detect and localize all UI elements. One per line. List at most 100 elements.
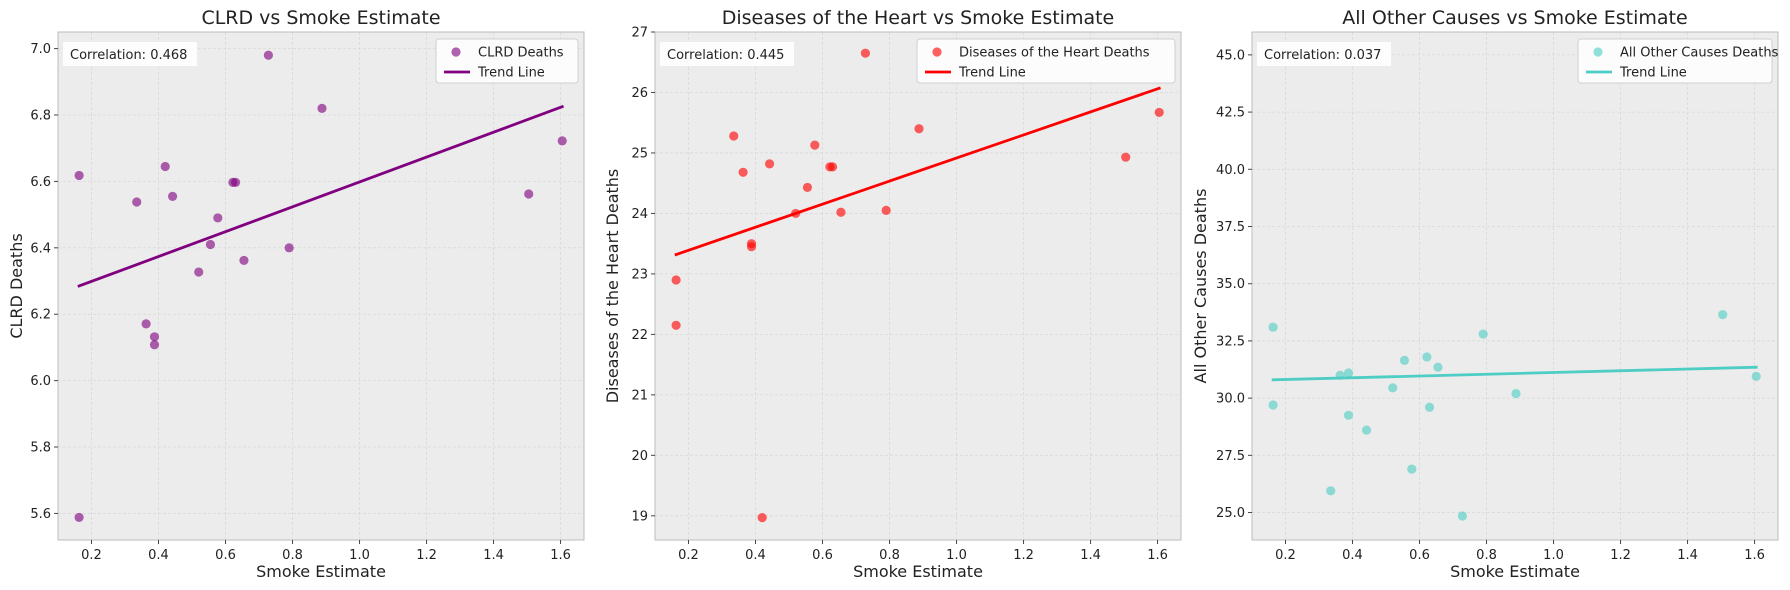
y-tick-label-7: 42.5 xyxy=(1216,106,1245,121)
legend-box xyxy=(1577,38,1773,84)
trend-line xyxy=(1271,365,1758,382)
data-point-2 xyxy=(729,131,739,141)
correlation-annotation: Correlation: 0.468 xyxy=(63,42,197,66)
data-point-18 xyxy=(1154,107,1164,118)
data-point-9 xyxy=(1407,464,1417,474)
correlation-box xyxy=(1257,42,1391,66)
trend-line xyxy=(77,104,565,288)
x-tick-label-5: 1.2 xyxy=(416,548,437,563)
y-tick-label-3: 6.2 xyxy=(30,308,51,323)
data-point-5 xyxy=(746,242,757,252)
data-point-3 xyxy=(738,167,748,177)
data-point-0 xyxy=(671,275,681,285)
data-point-16 xyxy=(914,124,924,134)
x-tick-label-1: 0.4 xyxy=(745,548,766,563)
y-tick-label-0: 25.0 xyxy=(1216,506,1245,521)
x-tick-label-6: 1.4 xyxy=(1080,548,1101,563)
data-point-8 xyxy=(1399,355,1410,365)
y-tick-label-7: 7.0 xyxy=(30,42,51,57)
y-tick-label-1: 20 xyxy=(631,449,648,464)
y-tick-label-2: 30.0 xyxy=(1216,392,1245,407)
data-point-17 xyxy=(1751,371,1761,381)
data-point-6 xyxy=(160,161,170,172)
legend-label-points: CLRD Deaths xyxy=(478,46,564,61)
legend-label-line: Trend Line xyxy=(958,66,1026,81)
x-tick-label-6: 1.4 xyxy=(1677,548,1698,563)
x-tick-label-2: 0.6 xyxy=(215,548,236,563)
y-tick-label-6: 25 xyxy=(631,146,648,161)
legend-marker-points xyxy=(451,47,461,57)
chart-title: CLRD vs Smoke Estimate xyxy=(201,7,440,29)
x-tick-label-0: 0.2 xyxy=(1275,548,1296,563)
x-tick-label-1: 0.4 xyxy=(1342,548,1363,563)
x-tick-label-2: 0.6 xyxy=(812,548,833,563)
legend-box xyxy=(916,38,1176,84)
correlation-text: Correlation: 0.445 xyxy=(667,48,784,63)
x-axis-label: Smoke Estimate xyxy=(256,562,386,581)
y-tick-label-6: 6.8 xyxy=(30,109,51,124)
data-point-12 xyxy=(1433,362,1443,372)
y-tick-label-1: 5.8 xyxy=(30,441,51,456)
data-point-17 xyxy=(1121,152,1131,162)
x-tick-label-0: 0.2 xyxy=(678,548,699,563)
y-tick-label-4: 35.0 xyxy=(1216,277,1245,292)
correlation-box xyxy=(63,42,197,66)
data-point-8 xyxy=(194,267,204,277)
data-point-5 xyxy=(149,340,160,350)
data-point-13 xyxy=(836,207,846,217)
x-tick-label-0: 0.2 xyxy=(81,548,102,563)
data-point-10 xyxy=(810,140,820,150)
chart-title: All Other Causes vs Smoke Estimate xyxy=(1342,7,1687,29)
data-point-2 xyxy=(1326,486,1336,496)
data-point-15 xyxy=(284,243,294,253)
data-point-7 xyxy=(764,159,775,169)
chart-panel-3: 0.2 0.4 0.6 0.8 1.0 1.2 1.4 1.6 25.0 27.5 30.0 32.5… xyxy=(1191,7,1779,581)
data-point-6 xyxy=(757,513,767,523)
legend-label-points: All Other Causes Deaths xyxy=(1620,46,1779,61)
x-axis-label: Smoke Estimate xyxy=(853,562,983,581)
data-point-3 xyxy=(141,319,151,329)
correlation-text: Correlation: 0.037 xyxy=(1264,48,1381,63)
x-tick-label-1: 0.4 xyxy=(148,548,169,563)
legend-label-line: Trend Line xyxy=(477,66,545,81)
legend: CLRD Deaths Trend Line xyxy=(435,38,579,84)
correlation-annotation: Correlation: 0.037 xyxy=(1257,42,1391,66)
data-point-17 xyxy=(524,189,534,199)
y-tick-label-3: 32.5 xyxy=(1216,334,1245,349)
x-tick-label-3: 0.8 xyxy=(282,548,303,563)
data-point-16 xyxy=(317,103,327,113)
y-tick-label-8: 45.0 xyxy=(1216,48,1245,63)
correlation-text: Correlation: 0.468 xyxy=(70,48,187,63)
y-tick-label-5: 24 xyxy=(631,207,648,222)
x-tick-label-4: 1.0 xyxy=(349,548,370,563)
y-tick-label-5: 37.5 xyxy=(1216,220,1245,235)
data-point-2 xyxy=(132,197,142,207)
data-point-1 xyxy=(74,512,84,523)
data-point-5 xyxy=(1343,410,1354,420)
data-point-7 xyxy=(167,191,178,201)
plot-frame xyxy=(654,31,1182,541)
data-point-13 xyxy=(239,255,249,266)
legend-marker-points xyxy=(1593,47,1603,57)
x-tick-label-5: 1.2 xyxy=(1610,548,1631,563)
y-axis-label: CLRD Deaths xyxy=(7,233,26,338)
x-tick-label-5: 1.2 xyxy=(1013,548,1034,563)
x-tick-label-6: 1.4 xyxy=(483,548,504,563)
x-tick-label-4: 1.0 xyxy=(946,548,967,563)
data-point-14 xyxy=(263,50,273,60)
y-tick-label-2: 6.0 xyxy=(30,374,51,389)
x-tick-label-2: 0.6 xyxy=(1409,548,1430,563)
data-point-9 xyxy=(205,239,216,250)
x-tick-label-3: 0.8 xyxy=(879,548,900,563)
legend-label-points: Diseases of the Heart Deaths xyxy=(959,46,1150,61)
data-point-1 xyxy=(1268,400,1278,410)
chart-panel-1: 0.2 0.4 0.6 0.8 1.0 1.2 1.4 1.6 5.6 5.8 6.0 6.2 6.4 6… xyxy=(7,7,585,581)
legend-box xyxy=(435,38,579,84)
chart-title: Diseases of the Heart vs Smoke Estimate xyxy=(722,7,1115,29)
data-point-4 xyxy=(1343,368,1354,378)
y-axis-label: All Other Causes Deaths xyxy=(1191,189,1210,384)
x-axis-label: Smoke Estimate xyxy=(1450,562,1580,581)
data-point-0 xyxy=(74,170,84,181)
data-point-7 xyxy=(1388,383,1398,393)
